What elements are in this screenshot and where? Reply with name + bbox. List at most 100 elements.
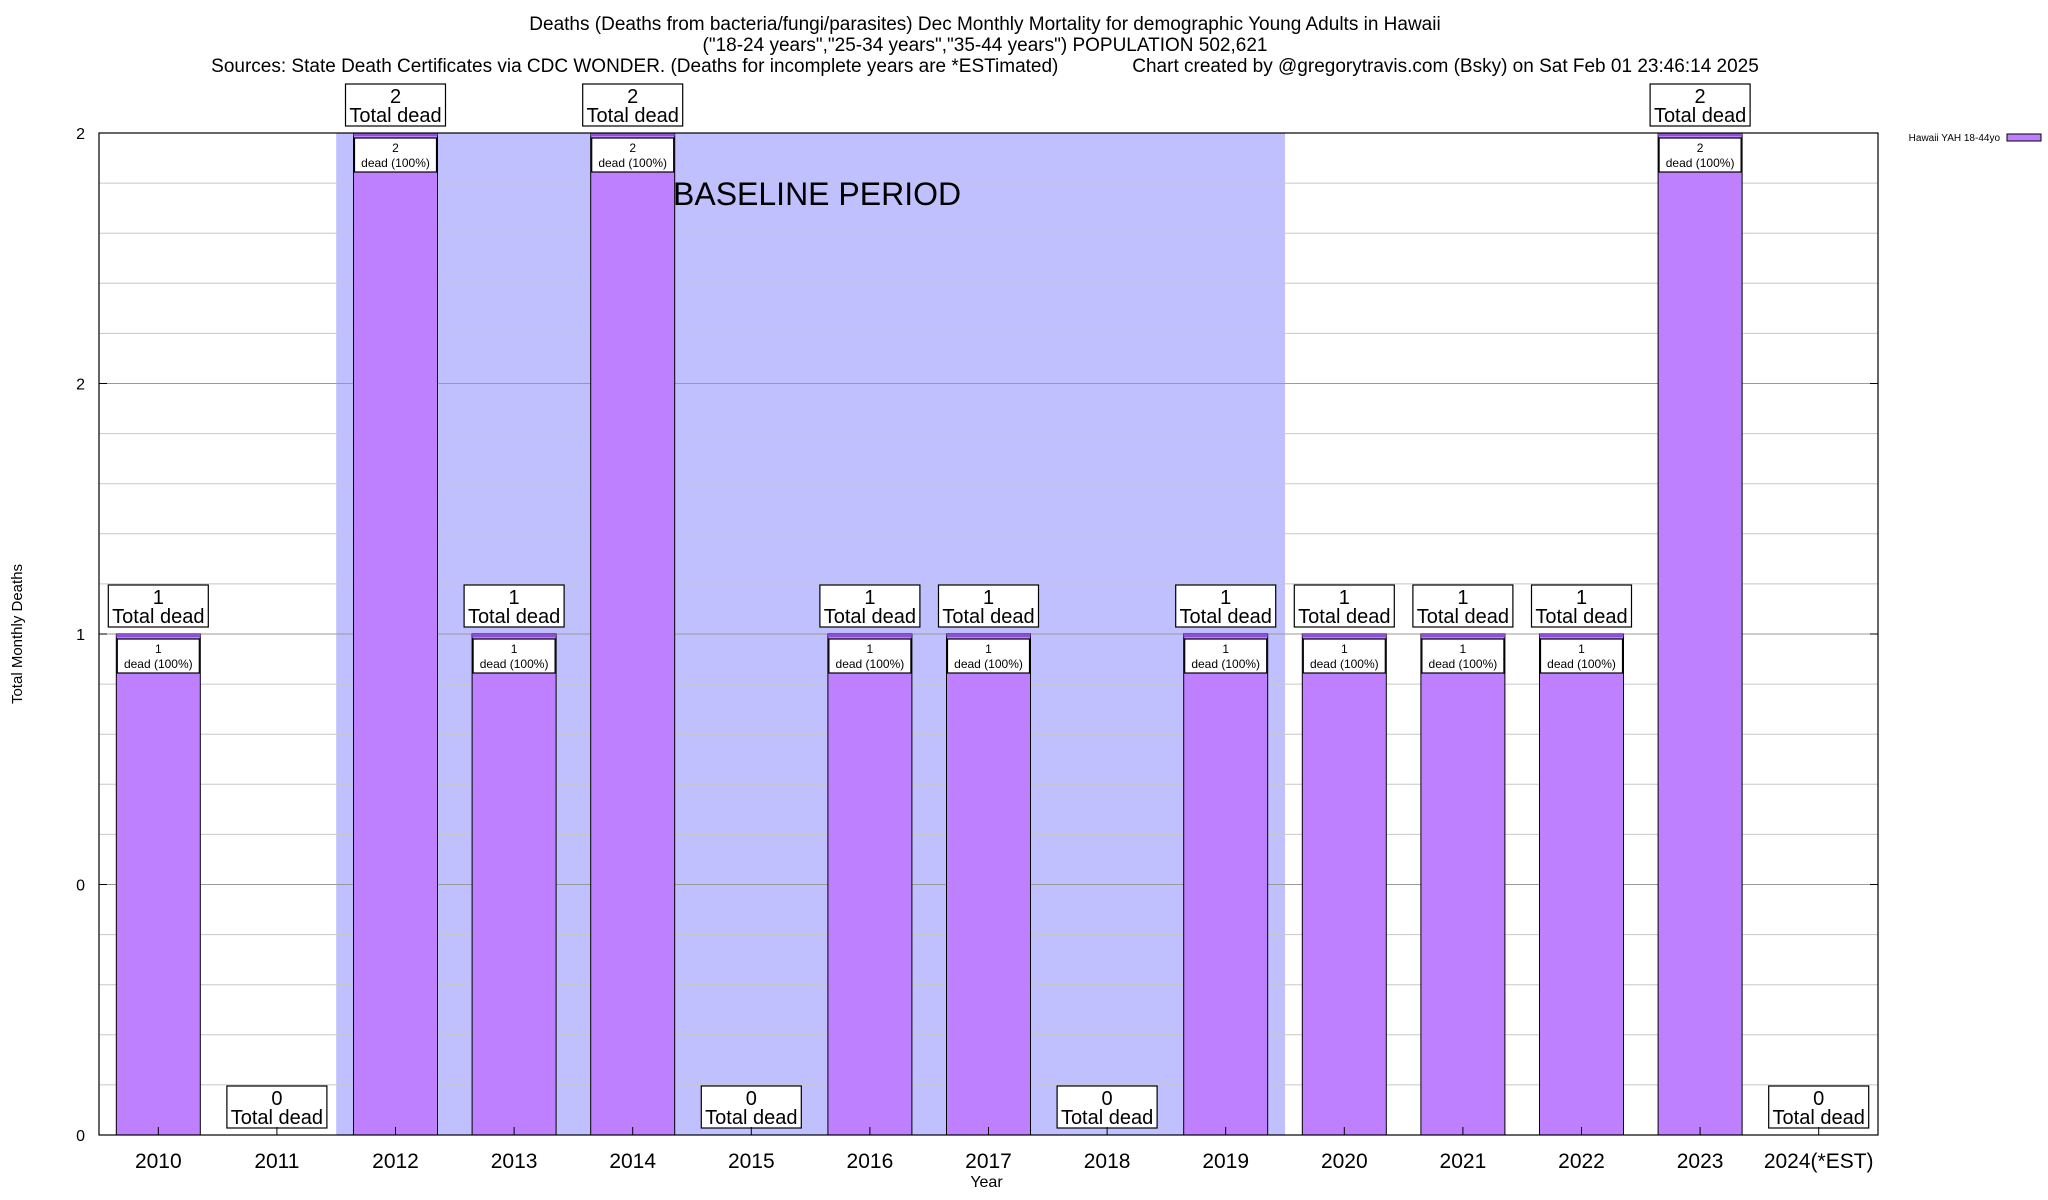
bar-top-edge (116, 634, 201, 637)
bar-top-edge (946, 634, 1031, 637)
bar-2013 (471, 633, 557, 1136)
inner-label-count: 2 (629, 141, 636, 155)
x-tick-label: 2011 (254, 1150, 299, 1173)
inner-label-box (946, 638, 1031, 674)
inner-label-count: 1 (985, 642, 992, 656)
x-tick-label: 2018 (1084, 1150, 1131, 1173)
y-tick-label: 0 (76, 878, 85, 895)
inner-label-box (1184, 638, 1268, 674)
total-label-count: 0 (1813, 1088, 1824, 1110)
inner-label-box (828, 638, 912, 674)
inner-label-text: dead (100%) (954, 657, 1023, 671)
x-tick-label: 2019 (1202, 1150, 1249, 1173)
inner-label-text: dead (100%) (1429, 657, 1498, 671)
bar-2016 (827, 633, 913, 1136)
bar-2014 (590, 132, 676, 1136)
total-label-box (1056, 1085, 1158, 1129)
bar-2019 (1183, 633, 1269, 1136)
inner-label-count: 1 (511, 642, 518, 656)
legend-label: Hawaii YAH 18-44yo (1909, 133, 2001, 144)
bar-top-edge (1302, 634, 1387, 637)
bar-top-edge (827, 634, 912, 637)
total-label-text: Total dead (1298, 606, 1390, 628)
x-tick-label: 2015 (728, 1150, 775, 1173)
bar-2020 (1301, 633, 1387, 1136)
total-label-box (344, 83, 447, 127)
bar-top-edge (353, 133, 438, 136)
chart-sources: Sources: State Death Certificates via CD… (211, 56, 1759, 77)
total-label-text: Total dead (942, 606, 1034, 628)
inner-label-count: 2 (392, 141, 399, 155)
inner-label-text: dead (100%) (598, 156, 667, 170)
baseline-period-label: BASELINE PERIOD (673, 176, 961, 212)
total-label-text: Total dead (468, 606, 560, 628)
total-label-text: Total dead (587, 105, 679, 127)
inner-label-text: dead (100%) (124, 657, 193, 671)
total-label-text: Total dead (1061, 1107, 1153, 1129)
inner-label-box (1302, 638, 1386, 674)
inner-label-count: 1 (1341, 642, 1348, 656)
total-label-count: 1 (509, 587, 520, 609)
bar-2022 (1539, 633, 1624, 1136)
inner-label-count: 1 (867, 642, 874, 656)
x-tick-label: 2024(*EST) (1764, 1150, 1874, 1173)
total-label-box (1530, 584, 1633, 628)
total-label-count: 1 (1339, 587, 1350, 609)
bar-top-edge (1539, 634, 1624, 637)
total-label-text: Total dead (349, 105, 441, 127)
total-label-text: Total dead (231, 1107, 323, 1129)
total-label-box (700, 1085, 802, 1129)
y-tick-label: 2 (76, 377, 85, 394)
inner-label-count: 1 (155, 642, 162, 656)
inner-label-text: dead (100%) (480, 657, 549, 671)
inner-label-text: dead (100%) (1310, 657, 1379, 671)
x-tick-label: 2022 (1558, 1150, 1605, 1173)
total-label-text: Total dead (1535, 606, 1627, 628)
total-label-text: Total dead (1180, 606, 1272, 628)
total-label-count: 0 (1102, 1088, 1113, 1110)
total-label-count: 1 (153, 587, 164, 609)
total-label-count: 1 (1576, 587, 1587, 609)
inner-label-box (116, 638, 200, 674)
total-label-box (582, 83, 684, 127)
chart-subtitle: ("18-24 years","25-34 years","35-44 year… (702, 35, 1268, 56)
total-label-text: Total dead (824, 606, 916, 628)
bar-2010 (115, 633, 201, 1136)
total-label-box (937, 584, 1040, 628)
x-tick-label: 2016 (847, 1150, 894, 1173)
y-tick-label: 0 (76, 1128, 85, 1145)
total-label-text: Total dead (1417, 606, 1509, 628)
x-tick-label: 2012 (372, 1150, 419, 1173)
total-label-text: Total dead (112, 606, 204, 628)
x-tick-label: 2013 (491, 1150, 538, 1173)
total-label-count: 2 (1695, 86, 1706, 108)
legend-swatch (2006, 133, 2042, 142)
y-axis-label: Total Monthly Deaths (9, 564, 26, 704)
chart-title: Deaths (Deaths from bacteria/fungi/paras… (529, 14, 1441, 35)
bar-top-edge (1420, 634, 1505, 637)
total-label-box (226, 1085, 328, 1129)
bar-top-edge (1183, 634, 1268, 637)
inner-label-count: 2 (1697, 141, 1704, 155)
x-tick-label: 2017 (965, 1150, 1012, 1173)
inner-label-count: 1 (1578, 642, 1585, 656)
total-label-box (1649, 83, 1751, 127)
bar-2012 (353, 132, 438, 1136)
total-label-box (1412, 584, 1514, 628)
inner-label-count: 1 (1460, 642, 1467, 656)
total-label-box (1293, 584, 1395, 628)
y-tick-label: 2 (76, 126, 85, 143)
inner-label-box (1539, 638, 1624, 674)
bar-top-edge (472, 634, 557, 637)
bar-top-edge (590, 133, 675, 136)
bar-2023 (1657, 132, 1743, 1136)
total-label-box (1768, 1085, 1870, 1129)
inner-label-box (353, 137, 438, 173)
bar-top-edge (1658, 133, 1743, 136)
total-label-count: 1 (864, 587, 875, 609)
bar-2017 (946, 633, 1031, 1136)
inner-label-box (1658, 137, 1742, 173)
inner-label-box (591, 137, 675, 173)
x-tick-label: 2023 (1677, 1150, 1724, 1173)
bar-2021 (1420, 633, 1506, 1136)
